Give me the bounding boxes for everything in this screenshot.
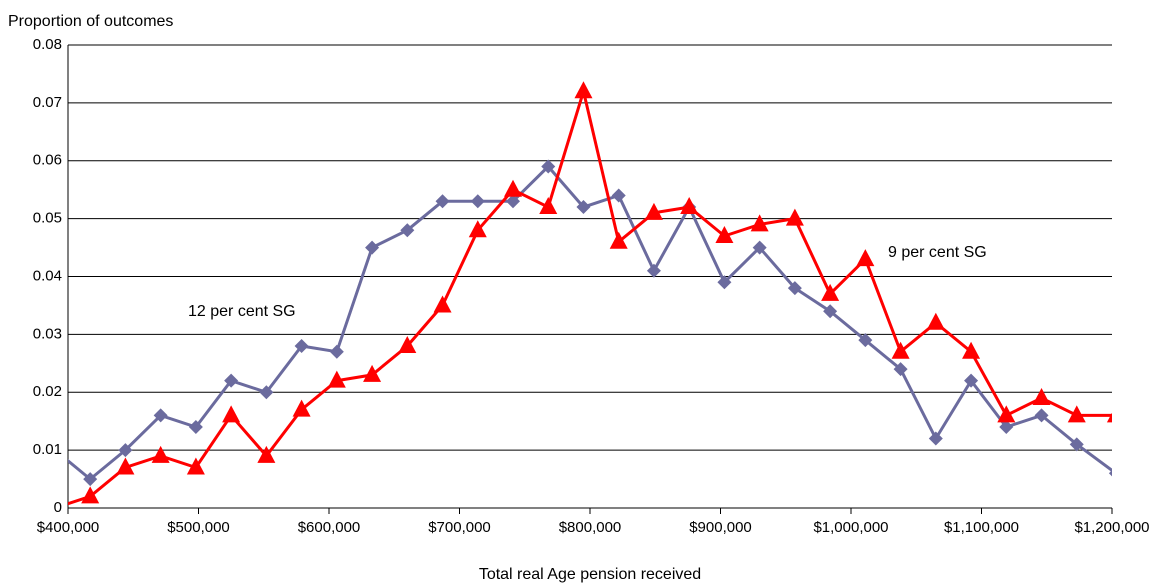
y-tick-label: 0 <box>54 499 62 516</box>
marker <box>609 231 628 249</box>
y-tick-label: 0.02 <box>33 383 62 400</box>
marker <box>646 263 661 278</box>
marker <box>858 333 873 348</box>
x-axis-title: Total real Age pension received <box>479 566 701 583</box>
series-line <box>68 164 1112 482</box>
marker <box>363 364 382 382</box>
marker <box>750 214 769 232</box>
marker <box>997 405 1016 423</box>
marker <box>611 188 626 203</box>
y-tick-label: 0.06 <box>33 152 62 169</box>
marker <box>787 281 802 296</box>
marker <box>928 431 943 446</box>
marker <box>1034 408 1049 423</box>
marker <box>680 197 699 215</box>
marker <box>433 295 452 313</box>
marker <box>506 194 521 209</box>
marker <box>999 419 1014 434</box>
marker <box>752 240 767 255</box>
marker <box>435 194 450 209</box>
marker <box>891 341 910 359</box>
y-tick-label: 0.01 <box>33 441 62 458</box>
marker <box>365 240 380 255</box>
series-label: 9 per cent SG <box>888 244 987 261</box>
marker <box>118 443 133 458</box>
marker <box>292 399 311 417</box>
marker <box>785 208 804 226</box>
marker <box>224 373 239 388</box>
y-tick-label: 0.05 <box>33 210 62 227</box>
marker <box>470 194 485 209</box>
marker <box>644 202 663 220</box>
marker <box>83 472 98 487</box>
x-tick-label: $800,000 <box>559 519 622 536</box>
y-tick-label: 0.08 <box>33 36 62 53</box>
marker <box>1067 405 1086 423</box>
series-label: 12 per cent SG <box>188 303 296 320</box>
marker <box>717 275 732 290</box>
x-tick-label: $700,000 <box>428 519 491 536</box>
marker <box>468 220 487 238</box>
marker <box>576 200 591 215</box>
marker <box>962 341 981 359</box>
marker <box>294 338 309 353</box>
plot-area <box>68 81 1112 506</box>
marker <box>541 159 556 174</box>
marker <box>186 457 205 475</box>
series-line <box>68 85 1112 506</box>
marker <box>188 419 203 434</box>
marker <box>259 385 274 400</box>
y-tick-label: 0.03 <box>33 325 62 342</box>
y-tick-label: 0.04 <box>33 267 62 284</box>
x-tick-label: $900,000 <box>689 519 752 536</box>
marker <box>81 486 100 504</box>
marker <box>1032 388 1051 406</box>
marker <box>327 370 346 388</box>
marker <box>821 283 840 301</box>
marker <box>856 249 875 267</box>
y-axis-title: Proportion of outcomes <box>8 13 173 30</box>
marker <box>222 405 241 423</box>
marker <box>329 344 344 359</box>
x-tick-label: $400,000 <box>37 519 100 536</box>
marker <box>398 335 417 353</box>
marker <box>257 445 276 463</box>
marker <box>1069 437 1084 452</box>
marker <box>715 225 734 243</box>
marker <box>153 408 168 423</box>
marker <box>574 81 593 99</box>
x-tick-label: $500,000 <box>167 519 230 536</box>
marker <box>151 445 170 463</box>
marker <box>116 457 135 475</box>
marker <box>926 312 945 330</box>
marker <box>964 373 979 388</box>
marker <box>1106 412 1112 423</box>
y-tick-label: 0.07 <box>33 94 62 111</box>
marker <box>893 362 908 377</box>
marker <box>504 179 523 197</box>
marker <box>1108 470 1112 477</box>
x-tick-label: $600,000 <box>298 519 361 536</box>
grid <box>67 44 1113 514</box>
x-tick-label: $1,000,000 <box>813 519 888 536</box>
x-tick-label: $1,200,000 <box>1074 519 1149 536</box>
marker <box>539 197 558 215</box>
x-tick-label: $1,100,000 <box>944 519 1019 536</box>
marker <box>400 223 415 238</box>
marker <box>823 304 838 319</box>
